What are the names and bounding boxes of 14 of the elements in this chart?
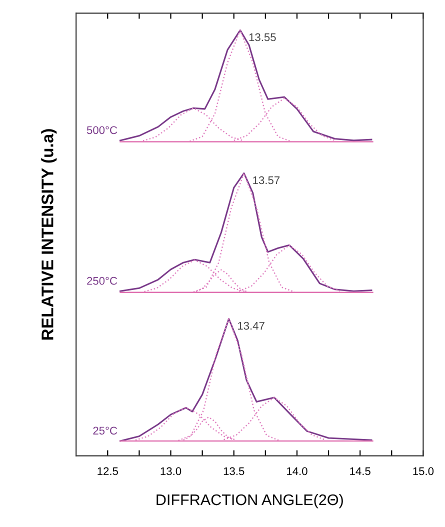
x-tick-label: 13.5 <box>224 467 244 476</box>
x-tick-label: 13.0 <box>160 467 182 476</box>
annotation: 13.47 <box>238 322 264 330</box>
series-label: 250°C <box>87 276 118 285</box>
annotation: 13.55 <box>249 33 276 42</box>
annotation: 13.57 <box>253 176 280 184</box>
y-axis-title: RELATIVE INTENSITY (u.a) <box>41 129 57 340</box>
x-tick-label: 12.5 <box>98 467 118 476</box>
x-axis-title: DIFFRACTION ANGLE(2Θ) <box>156 494 343 508</box>
series-label: 25°C <box>93 426 118 435</box>
x-tick-label: 14.5 <box>350 467 370 476</box>
x-tick-label: 15.0 <box>413 467 434 476</box>
series-label: 500°C <box>86 126 118 134</box>
x-tick-label: 14.0 <box>287 467 308 476</box>
